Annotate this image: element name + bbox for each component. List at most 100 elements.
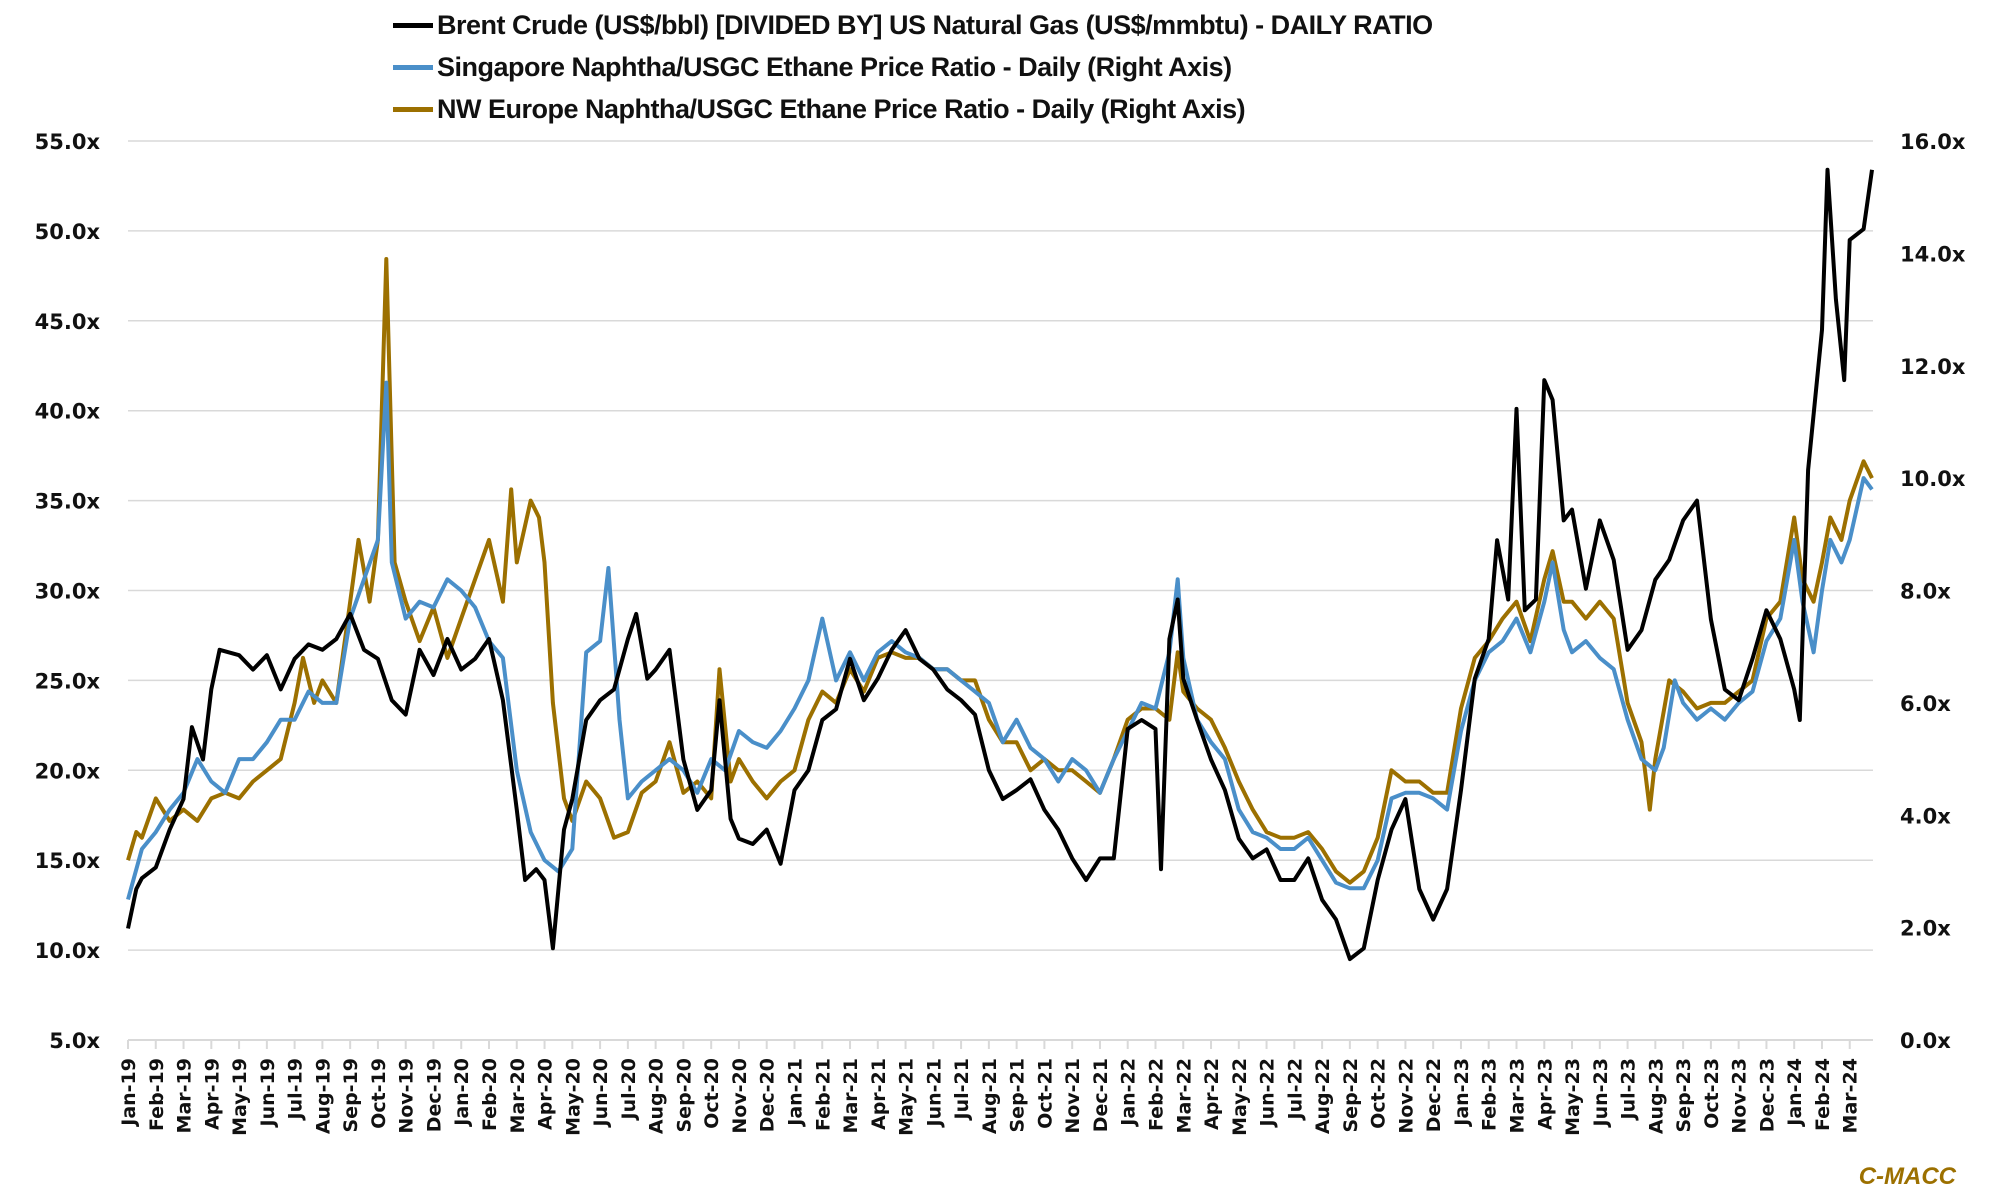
x-tick-label: Oct-19: [368, 1058, 390, 1129]
x-tick-label: Jul-22: [1284, 1058, 1306, 1121]
x-tick-label: Dec-21: [1090, 1058, 1112, 1132]
legend: Brent Crude (US$/bbl) [DIVIDED BY] US Na…: [393, 4, 1433, 130]
x-tick-label: Jul-21: [951, 1058, 973, 1121]
x-tick-label: Mar-21: [840, 1058, 862, 1133]
right-axis: 0.0x 2.0x 4.0x 6.0x 8.0x 10.0x 12.0x 14.0x 16.0x: [1900, 130, 1966, 1053]
x-tick-label: Jun-21: [923, 1058, 945, 1128]
x-tick-label: Mar-19: [174, 1058, 196, 1133]
x-tick-label: Apr-20: [535, 1058, 557, 1130]
x-tick-label: Mar-24: [1840, 1058, 1862, 1133]
x-tick-label: Apr-23: [1534, 1058, 1556, 1130]
x-tick-label: Dec-22: [1423, 1058, 1445, 1132]
x-tick-label: May-19: [229, 1058, 251, 1136]
legend-item-nw-europe[interactable]: NW Europe Naphtha/USGC Ethane Price Rati…: [393, 88, 1433, 130]
series-line-singapore: [126, 380, 1874, 901]
x-tick-label: Oct-23: [1701, 1058, 1723, 1129]
series-line-nw-europe: [126, 257, 1874, 885]
x-tick-label: Jun-22: [1257, 1058, 1279, 1128]
left-tick-label: 5.0x: [49, 1029, 100, 1053]
legend-label-brent-ratio: Brent Crude (US$/bbl) [DIVIDED BY] US Na…: [437, 9, 1433, 40]
left-axis: 5.0x 10.0x 15.0x 20.0x 25.0x 30.0x 35.0x 40.0x 4…: [35, 130, 101, 1053]
x-tick-label: Oct-22: [1368, 1058, 1390, 1129]
right-tick-label: 6.0x: [1900, 692, 1951, 716]
x-tick-label: Sep-22: [1340, 1058, 1362, 1133]
x-tick-label: Oct-21: [1034, 1058, 1056, 1129]
x-tick-label: Sep-21: [1007, 1058, 1029, 1133]
left-tick-label: 15.0x: [35, 849, 101, 873]
x-tick-label: Nov-19: [396, 1058, 418, 1134]
x-tick-label: Dec-19: [423, 1058, 445, 1132]
left-tick-label: 20.0x: [35, 759, 101, 783]
right-tick-label: 8.0x: [1900, 580, 1951, 604]
x-tick-label: Apr-22: [1201, 1058, 1223, 1130]
x-tick-label: Jan-20: [451, 1058, 473, 1128]
x-tick-label: Jul-20: [618, 1058, 640, 1121]
right-tick-label: 4.0x: [1900, 804, 1951, 828]
left-tick-label: 10.0x: [35, 939, 101, 963]
right-tick-label: 14.0x: [1900, 242, 1966, 266]
legend-label-nw-europe: NW Europe Naphtha/USGC Ethane Price Rati…: [437, 93, 1246, 124]
x-tick-label: Feb-22: [1145, 1058, 1167, 1131]
x-tick-label: Jan-19: [118, 1058, 140, 1128]
x-tick-label: May-21: [896, 1058, 918, 1136]
gridlines: [128, 140, 1873, 951]
x-tick-label: Nov-23: [1729, 1058, 1751, 1134]
x-axis: Jan-19 Feb-19 Mar-19 Apr-19 May-19 Jun-19 Jul-…: [118, 1039, 1873, 1136]
x-tick-label: Oct-20: [701, 1058, 723, 1129]
x-tick-label: Dec-23: [1756, 1058, 1778, 1132]
left-tick-label: 25.0x: [35, 669, 101, 693]
x-tick-label: Aug-19: [312, 1058, 334, 1134]
x-tick-label: Jan-22: [1118, 1058, 1140, 1128]
series-line-brent-ratio: [126, 167, 1874, 962]
x-tick-label: Jun-20: [590, 1058, 612, 1128]
x-tick-label: Aug-20: [646, 1058, 668, 1134]
x-tick-label: Jan-21: [784, 1058, 806, 1128]
left-tick-label: 45.0x: [35, 310, 101, 334]
x-tick-label: May-20: [562, 1058, 584, 1136]
x-tick-label: Mar-20: [507, 1058, 529, 1133]
legend-item-singapore[interactable]: Singapore Naphtha/USGC Ethane Price Rati…: [393, 46, 1433, 88]
x-tick-label: Aug-23: [1645, 1058, 1667, 1134]
x-tick-label: Feb-24: [1812, 1058, 1834, 1131]
x-tick-label: Dec-20: [757, 1058, 779, 1132]
x-tick-label: Jun-19: [257, 1058, 279, 1128]
x-tick-label: Apr-21: [868, 1058, 890, 1130]
x-tick-label: May-23: [1562, 1058, 1584, 1136]
x-tick-label: Sep-20: [673, 1058, 695, 1133]
right-tick-label: 10.0x: [1900, 467, 1966, 491]
x-tick-label: May-22: [1229, 1058, 1251, 1136]
x-tick-label: Aug-22: [1312, 1058, 1334, 1134]
x-tick-label: Mar-22: [1173, 1058, 1195, 1133]
left-tick-label: 35.0x: [35, 490, 101, 514]
left-tick-label: 30.0x: [35, 580, 101, 604]
x-tick-label: Feb-20: [479, 1058, 501, 1131]
x-tick-label: Sep-23: [1673, 1058, 1695, 1133]
legend-swatch-brent-ratio: [393, 22, 433, 28]
legend-item-brent-ratio[interactable]: Brent Crude (US$/bbl) [DIVIDED BY] US Na…: [393, 4, 1433, 46]
brand-watermark: C-MACC: [1858, 1163, 1956, 1190]
left-tick-label: 40.0x: [35, 400, 101, 424]
legend-label-singapore: Singapore Naphtha/USGC Ethane Price Rati…: [437, 51, 1232, 82]
x-tick-label: Nov-22: [1395, 1058, 1417, 1134]
x-tick-label: Feb-23: [1479, 1058, 1501, 1131]
x-tick-label: Mar-23: [1507, 1058, 1529, 1133]
series-lines: [126, 167, 1874, 962]
x-tick-label: Feb-21: [812, 1058, 834, 1131]
right-tick-label: 2.0x: [1900, 917, 1951, 941]
x-tick-label: Jul-19: [285, 1058, 307, 1121]
x-tick-label: Aug-21: [979, 1058, 1001, 1134]
right-tick-label: 16.0x: [1900, 130, 1966, 154]
left-tick-label: 50.0x: [35, 220, 101, 244]
right-tick-label: 0.0x: [1900, 1029, 1951, 1053]
x-tick-label: Apr-19: [201, 1058, 223, 1130]
legend-swatch-singapore: [393, 64, 433, 70]
x-tick-label: Sep-19: [340, 1058, 362, 1133]
x-tick-label: Feb-19: [146, 1058, 168, 1131]
x-tick-label: Nov-21: [1062, 1058, 1084, 1134]
right-tick-label: 12.0x: [1900, 355, 1966, 379]
left-tick-label: 55.0x: [35, 130, 101, 154]
legend-swatch-nw-europe: [393, 106, 433, 112]
x-tick-label: Nov-20: [729, 1058, 751, 1134]
x-tick-label: Jun-23: [1590, 1058, 1612, 1128]
